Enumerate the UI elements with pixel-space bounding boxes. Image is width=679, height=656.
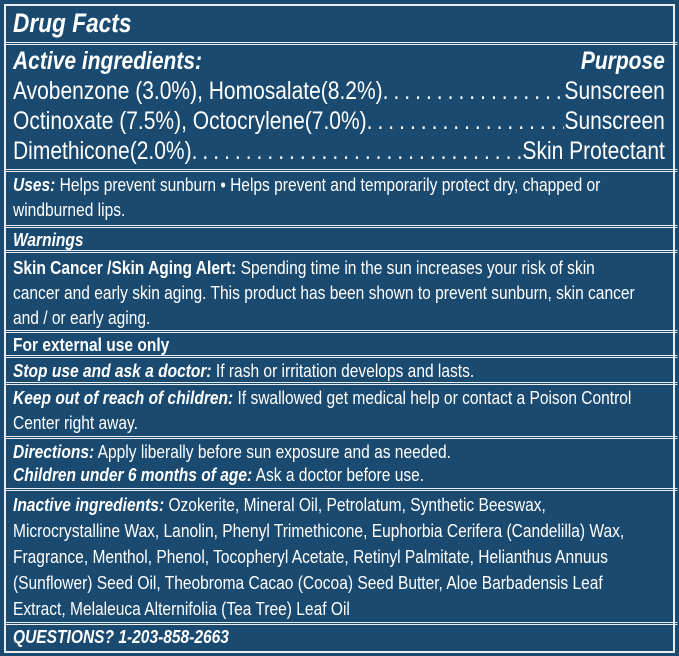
stop-use-label: Stop use and ask a doctor: [13,360,212,381]
directions-line: Directions: Apply liberally before sun e… [13,441,451,463]
divider [5,622,678,625]
uses-line: windburned lips. [13,199,126,220]
questions-phone: QUESTIONS? 1-203-858-2663 [13,626,229,647]
uses-line: Uses: Helps prevent sunburn • Helps prev… [13,174,600,196]
warnings-heading: Warnings [13,229,84,250]
skin-alert-text: Spending time in the sun increases your … [236,257,595,278]
active-heading: Active ingredients: [13,47,203,75]
inactive-line: Fragrance, Menthol, Phenol, Tocopheryl A… [13,546,608,567]
active-row: Dimethicone(2.0%) Skin Protectant [13,136,665,166]
skin-alert-line: and / or early aging. [13,307,151,328]
keep-out-line: Center right away. [13,412,138,433]
purpose: Skin Protectant [522,137,665,165]
inactive-line: Extract, Melaleuca Alternifolia (Tea Tre… [13,598,350,619]
skin-alert-line: cancer and early skin aging. This produc… [13,282,635,303]
leader-dots [383,76,565,106]
leader-dots [192,136,523,166]
active-row: Avobenzone (3.0%), Homosalate(8.2%) Sunsc… [13,76,665,106]
purpose: Sunscreen [564,107,665,135]
skin-alert-line: Skin Cancer /Skin Aging Alert: Spending … [13,257,595,279]
stop-use-line: Stop use and ask a doctor: If rash or ir… [13,360,474,382]
ingredient: Avobenzone (3.0%), Homosalate(8.2%) [13,77,383,105]
children-text: Ask a doctor before use. [252,464,425,485]
keep-out-line: Keep out of reach of children: If swallo… [13,387,631,409]
divider [5,382,678,385]
purpose-heading: Purpose [580,47,665,75]
inactive-line: (Sunflower) Seed Oil, Theobroma Cacao (C… [13,572,603,593]
active-header: Active ingredients: Purpose [13,46,665,76]
children-label: Children under 6 months of age: [13,464,253,485]
keep-out-text: If swallowed get medical help or contact… [233,387,632,408]
drug-facts-panel: Drug Facts Active ingredients: Purpose A… [4,4,678,653]
leader-dots [367,106,565,136]
ingredient: Dimethicone(2.0%) [13,137,192,165]
divider [5,330,678,333]
divider [5,250,678,253]
stop-use-text: If rash or irritation develops and lasts… [211,360,475,381]
uses-text: Helps prevent sunburn • Helps prevent an… [55,174,601,195]
ingredient: Octinoxate (7.5%), Octocrylene(7.0%) [13,107,367,135]
uses-label: Uses: [13,174,56,195]
active-row: Octinoxate (7.5%), Octocrylene(7.0%) Suns… [13,106,665,136]
divider [5,488,678,491]
directions-label: Directions: [13,441,95,462]
external-use: For external use only [13,334,170,355]
drug-facts-title: Drug Facts [13,8,132,38]
divider [5,169,678,172]
children-line: Children under 6 months of age: Ask a do… [13,464,424,486]
skin-alert-label: Skin Cancer /Skin Aging Alert: [13,257,237,278]
directions-text: Apply liberally before sun exposure and … [94,441,451,462]
divider [5,436,678,439]
divider [5,42,678,45]
inactive-line: Inactive ingredients: Ozokerite, Mineral… [13,494,546,516]
inactive-line: Microcrystalline Wax, Lanolin, Phenyl Tr… [13,520,625,541]
purpose: Sunscreen [564,77,665,105]
inactive-text: Ozokerite, Mineral Oil, Petrolatum, Synt… [164,494,546,515]
inactive-label: Inactive ingredients: [13,494,165,515]
divider [5,225,678,228]
keep-out-label: Keep out of reach of children: [13,387,234,408]
divider [5,355,678,358]
